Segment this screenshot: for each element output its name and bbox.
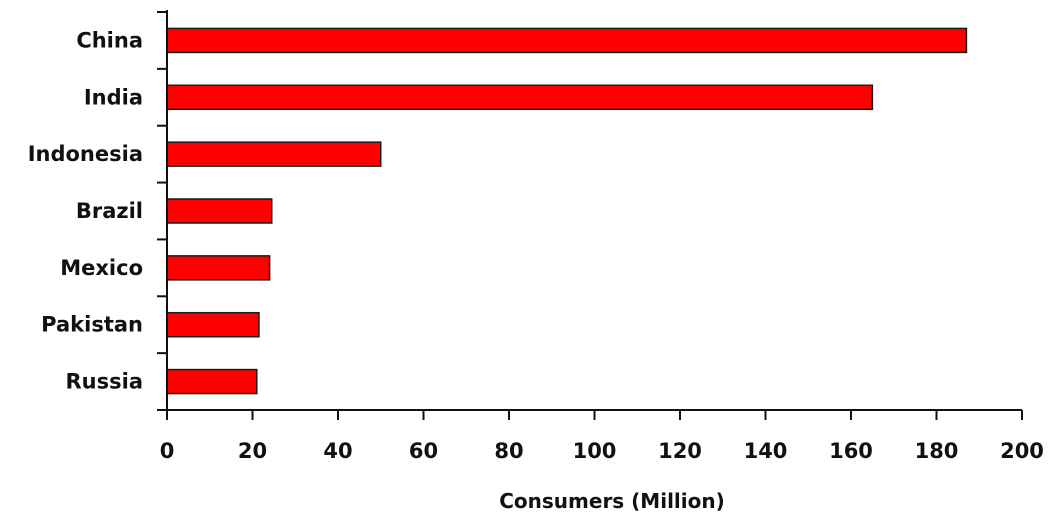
bar-china [166,27,968,54]
x-tick-label-120: 120 [658,439,702,463]
category-label-indonesia: Indonesia [28,142,143,166]
x-tick-label-80: 80 [494,439,523,463]
bar-russia [166,368,258,395]
axes-layer [157,10,1023,420]
category-label-pakistan: Pakistan [41,313,143,337]
category-label-mexico: Mexico [60,256,143,280]
bar-mexico [166,255,271,281]
x-tick-label-140: 140 [744,439,788,463]
x-tick-label-0: 0 [160,439,175,463]
bars-layer [166,27,968,395]
x-tick-label-160: 160 [829,439,873,463]
x-tick-label-60: 60 [409,439,438,463]
x-tick-label-20: 20 [238,439,267,463]
bar-pakistan [166,311,260,338]
category-label-india: India [84,85,143,109]
x-axis-title: Consumers (Million) [499,489,725,513]
category-label-brazil: Brazil [76,199,143,223]
bar-indonesia [166,141,382,167]
bar-brazil [166,198,273,224]
x-tick-label-200: 200 [1000,439,1044,463]
bar-india [166,84,874,111]
x-tick-label-40: 40 [323,439,352,463]
category-label-china: China [76,28,143,52]
category-label-russia: Russia [66,370,144,394]
labels-layer: China India Indonesia Brazil Mexico Pakistan R… [28,28,1044,463]
x-tick-label-180: 180 [915,439,959,463]
x-tick-label-100: 100 [573,439,617,463]
